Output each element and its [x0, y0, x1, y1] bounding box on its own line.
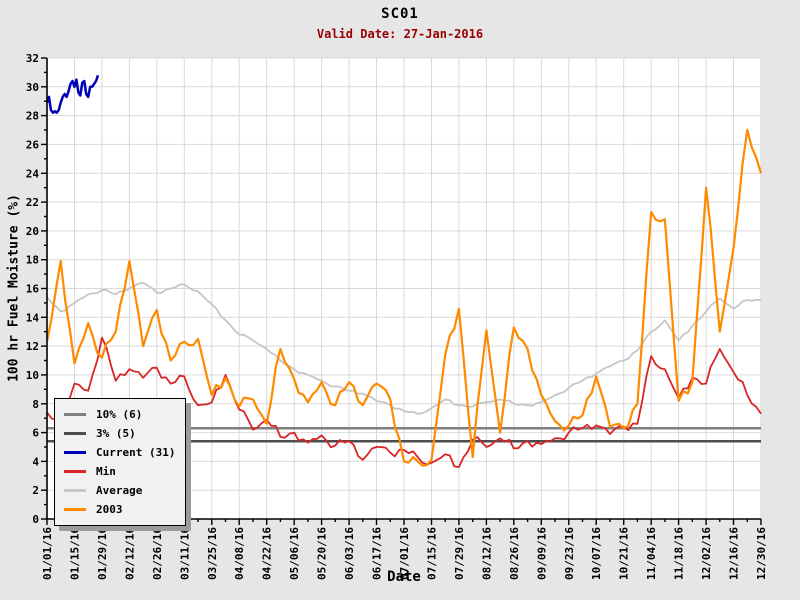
- series-line-current-31: [47, 74, 100, 114]
- y-tick-label: 6: [32, 427, 39, 440]
- x-tick-label: 01/15/16: [69, 527, 82, 580]
- y-tick-label: 20: [26, 225, 39, 238]
- y-tick-label: 8: [32, 398, 39, 411]
- legend-item-10-6: 10% (6): [64, 405, 175, 424]
- y-axis-label: 100 hr Fuel Moisture (%): [6, 194, 22, 382]
- legend-item-average: Average: [64, 481, 175, 500]
- y-tick-label: 22: [26, 196, 39, 209]
- x-tick-label: 12/30/16: [755, 527, 768, 580]
- chart-title: SC01: [381, 6, 419, 22]
- y-tick-label: 28: [26, 110, 39, 123]
- y-tick-label: 14: [26, 311, 40, 324]
- y-tick-label: 4: [32, 455, 39, 468]
- x-tick-label: 10/07/16: [590, 527, 603, 580]
- x-tick-label: 02/12/16: [123, 527, 136, 580]
- x-tick-label: 12/16/16: [728, 527, 741, 580]
- x-tick-label: 07/29/16: [453, 527, 466, 580]
- x-tick-label: 12/02/16: [700, 527, 713, 580]
- x-tick-label: 11/04/16: [645, 527, 658, 580]
- x-tick-label: 05/20/16: [316, 527, 329, 580]
- x-tick-label: 11/18/16: [673, 527, 686, 580]
- legend-item-label: Average: [96, 484, 143, 497]
- y-tick-label: 16: [26, 283, 40, 296]
- y-tick-label: 24: [26, 167, 40, 180]
- y-tick-label: 10: [26, 369, 39, 382]
- legend-line-swatch: [64, 508, 86, 511]
- x-tick-label: 08/26/16: [508, 527, 521, 580]
- y-tick-label: 12: [26, 340, 39, 353]
- legend-item-label: Min: [96, 465, 116, 478]
- legend-line-swatch: [64, 470, 86, 473]
- y-tick-label: 2: [32, 484, 39, 497]
- x-tick-label: 06/17/16: [371, 527, 384, 580]
- x-tick-label: 02/26/16: [151, 527, 164, 580]
- legend-item-label: 3% (5): [96, 427, 136, 440]
- legend-item-label: Current (31): [96, 446, 176, 459]
- y-tick-label: 26: [26, 138, 40, 151]
- x-tick-label: 09/23/16: [563, 527, 576, 580]
- x-tick-label: 01/29/16: [96, 527, 109, 580]
- legend-line-swatch: [64, 432, 86, 435]
- x-tick-label: 07/15/16: [426, 527, 439, 580]
- legend-line-swatch: [64, 413, 86, 416]
- x-tick-label: 03/11/16: [178, 527, 191, 580]
- legend-item-2003: 2003: [64, 500, 175, 519]
- legend: 10% (6) 3% (5) Current (31) Min Average 2003: [54, 398, 187, 526]
- legend-item-label: 2003: [96, 503, 123, 516]
- legend-line-swatch: [64, 451, 86, 454]
- y-tick-label: 32: [26, 52, 39, 65]
- x-tick-label: 06/03/16: [343, 527, 356, 580]
- x-tick-label: 05/06/16: [288, 527, 301, 580]
- legend-item-min: Min: [64, 462, 175, 481]
- x-tick-label: 09/09/16: [535, 527, 548, 580]
- legend-item-3-5: 3% (5): [64, 424, 175, 443]
- series-line-2003: [47, 128, 762, 467]
- legend-line-swatch: [64, 489, 86, 492]
- x-tick-label: 03/25/16: [206, 527, 219, 580]
- legend-item-label: 10% (6): [96, 408, 143, 421]
- y-tick-label: 0: [32, 513, 39, 526]
- x-tick-label: 04/08/16: [233, 527, 246, 580]
- x-tick-label: 04/22/16: [261, 527, 274, 580]
- y-tick-label: 18: [26, 254, 39, 267]
- series-line-min: [47, 336, 762, 469]
- y-tick-label: 30: [26, 81, 39, 94]
- x-tick-label: 07/01/16: [398, 527, 411, 580]
- x-tick-label: 01/01/16: [41, 527, 54, 580]
- x-tick-label: 10/21/16: [618, 527, 631, 580]
- chart-subtitle: Valid Date: 27-Jan-2016: [316, 27, 484, 41]
- x-tick-label: 08/12/16: [480, 527, 493, 580]
- legend-item-current-31: Current (31): [64, 443, 175, 462]
- x-axis-label: Date: [387, 569, 421, 585]
